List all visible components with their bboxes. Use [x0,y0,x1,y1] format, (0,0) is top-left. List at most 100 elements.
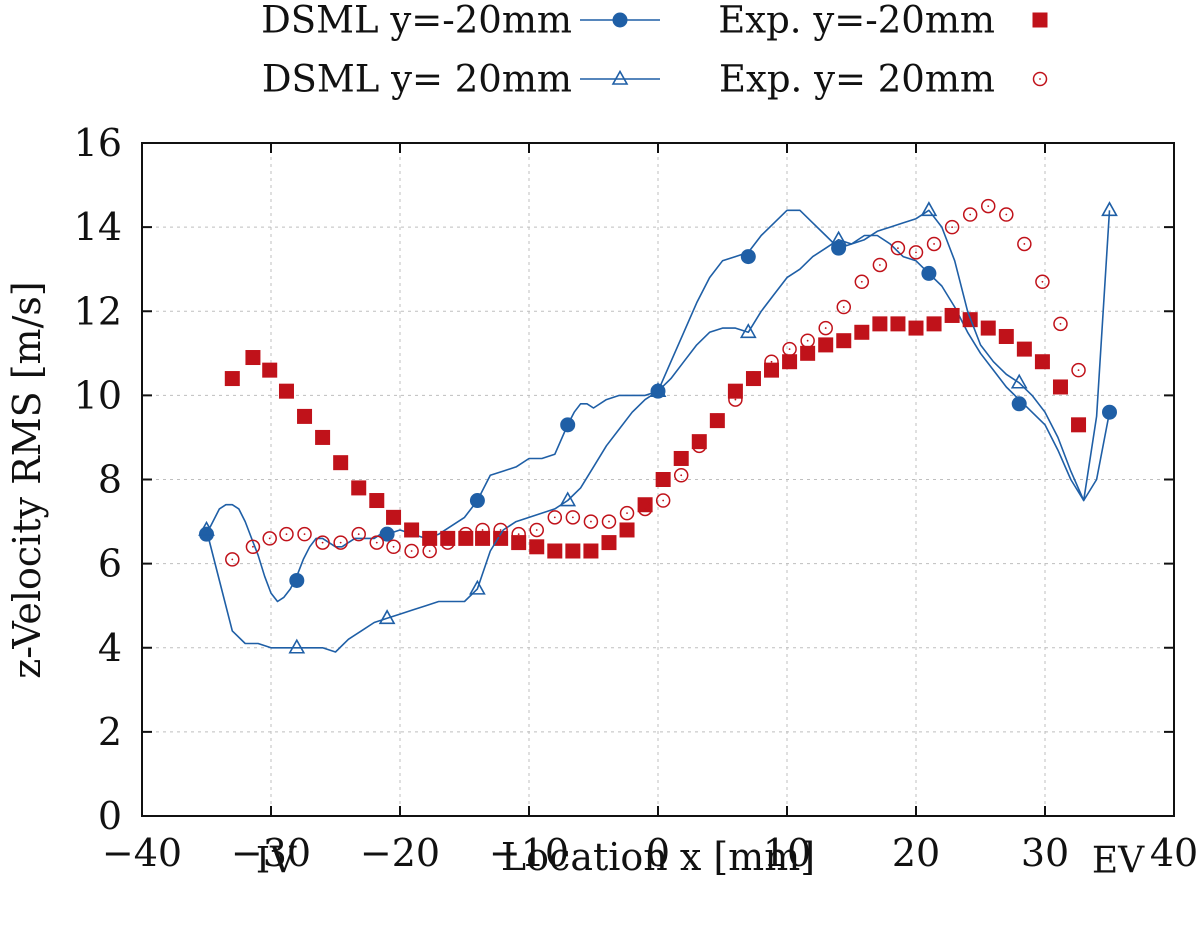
data-point [836,299,852,315]
data-point-ring [619,505,635,521]
data-point-dot [933,243,935,245]
data-point-dot [860,280,863,283]
data-point [297,526,312,542]
data-point-ring [422,543,437,559]
data-point [559,491,577,507]
data-point-dot [252,545,254,548]
data-point-dot [1041,280,1044,283]
data-point [404,543,419,559]
data-point [288,638,306,654]
legend-marker [1032,12,1048,28]
data-point-dot [410,550,413,552]
x-axis-label: Location x [mm] [501,835,815,879]
data-point [279,526,294,542]
data-point-dot [392,545,395,548]
y-tick-label: 8 [98,458,122,502]
legend-label: DSML y=-20mm [261,0,572,42]
data-point-ring [493,522,508,538]
data-point [619,505,635,521]
legend-entry-3: Exp. y= 20mm [719,58,1048,101]
data-point [890,240,906,256]
data-point [469,579,486,595]
data-point [673,468,689,483]
data-point [289,572,305,588]
series-3 [225,198,1086,567]
data-point [854,274,870,290]
grid [142,143,1174,816]
data-point-dot [680,474,683,477]
data-point [475,522,490,538]
data-point [836,333,852,349]
data-point-ring [1017,236,1032,252]
data-point [469,493,485,509]
data-point-dot [590,520,592,523]
data-point [245,539,261,555]
data-point [333,535,348,550]
data-point [379,526,395,542]
data-point [649,382,667,397]
legend-label: Exp. y=-20mm [718,0,995,42]
legend-entry-2: DSML y= 20mm [262,58,660,101]
data-point-dot [734,398,737,401]
data-point [547,510,563,525]
data-point-dot [897,247,899,250]
data-point-dot [339,541,342,544]
data-point-ring [511,526,526,542]
data-point [1071,362,1086,378]
data-point-dot [716,419,719,422]
data-point [583,543,599,559]
x-tick-label: 40 [1150,831,1198,875]
data-point [1053,316,1068,332]
data-point-ring [692,438,707,454]
data-point-ring [1035,274,1050,290]
data-point-dot [268,537,271,540]
data-point-ring [245,539,261,555]
data-point-ring [872,257,888,273]
data-point-dot [464,533,467,536]
data-point [333,455,349,471]
data-point [369,493,385,509]
data-point [728,392,743,407]
legend-entry-1: Exp. y=-20mm [718,0,1048,42]
x-tick-label: −10 [489,831,569,875]
data-point-dot [499,529,502,531]
data-point-dot [428,550,431,552]
data-point [1052,379,1068,395]
x-tick-label: 20 [892,831,940,875]
series-1 [224,307,1087,559]
data-point-dot [626,512,628,515]
data-point-ring [1053,316,1068,332]
data-point-ring [890,240,906,256]
data-point [926,316,942,332]
data-point-dot [535,529,538,531]
data-point-ring [800,333,815,348]
data-point [386,509,402,525]
data-point [710,413,725,428]
data-point-ring [764,354,779,369]
data-point [800,345,816,361]
data-point [1035,274,1050,290]
data-point-ring [547,510,563,525]
data-point [908,245,924,260]
legend-marker-ring [1032,71,1048,87]
x-tick-label: −20 [360,831,440,875]
data-point [440,535,455,550]
data-point [529,539,545,555]
data-point-dot [1005,213,1008,216]
data-point-dot [842,306,845,308]
data-point [746,371,761,386]
data-point [980,320,996,336]
x-tick-label: 10 [763,831,811,875]
data-point [962,207,978,222]
data-point [369,535,385,550]
data-point [1102,404,1117,420]
legend-marker [611,69,629,85]
y-tick-label: 6 [98,542,122,586]
data-point [999,207,1014,222]
data-point [386,539,401,555]
y-tick-label: 4 [98,626,122,670]
data-point-ring [297,526,312,542]
data-point [673,450,689,466]
data-point [440,530,456,546]
data-point-dot [662,499,665,502]
